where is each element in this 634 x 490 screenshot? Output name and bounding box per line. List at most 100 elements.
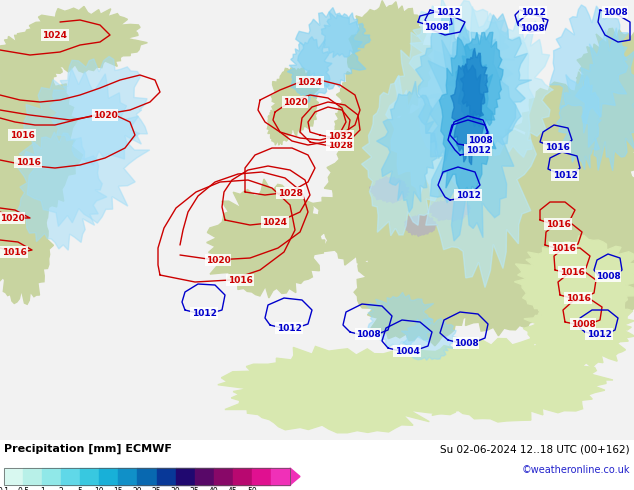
Polygon shape bbox=[550, 5, 628, 133]
Polygon shape bbox=[448, 14, 532, 147]
Text: 1020: 1020 bbox=[283, 98, 307, 106]
Text: 5: 5 bbox=[78, 487, 82, 490]
Text: 1016: 1016 bbox=[1, 247, 27, 256]
Bar bbox=[252, 468, 271, 485]
Polygon shape bbox=[514, 72, 634, 203]
Text: 1008: 1008 bbox=[453, 339, 479, 347]
Polygon shape bbox=[16, 6, 147, 73]
Text: 45: 45 bbox=[228, 487, 238, 490]
Text: 1012: 1012 bbox=[436, 7, 460, 17]
Text: 1008: 1008 bbox=[603, 7, 628, 17]
Text: 1028: 1028 bbox=[278, 189, 302, 197]
Text: 1024: 1024 bbox=[42, 30, 67, 40]
Text: 1008: 1008 bbox=[356, 329, 380, 339]
Text: 35: 35 bbox=[190, 487, 200, 490]
Polygon shape bbox=[49, 56, 148, 165]
Text: 1016: 1016 bbox=[560, 268, 585, 276]
Text: 1008: 1008 bbox=[571, 319, 595, 328]
Polygon shape bbox=[377, 81, 437, 212]
Bar bbox=[61, 468, 81, 485]
Polygon shape bbox=[523, 291, 634, 368]
Text: 40: 40 bbox=[209, 487, 219, 490]
Polygon shape bbox=[0, 173, 53, 304]
Polygon shape bbox=[557, 74, 601, 170]
Polygon shape bbox=[295, 7, 366, 89]
Polygon shape bbox=[0, 30, 68, 90]
Text: 1020: 1020 bbox=[0, 214, 24, 222]
Polygon shape bbox=[424, 226, 573, 336]
Polygon shape bbox=[347, 0, 432, 121]
Bar bbox=[4, 468, 23, 485]
Text: 1016: 1016 bbox=[16, 157, 41, 167]
Text: 1008: 1008 bbox=[520, 24, 545, 32]
Text: 0.5: 0.5 bbox=[17, 487, 29, 490]
Polygon shape bbox=[370, 173, 549, 304]
Bar bbox=[214, 468, 233, 485]
Polygon shape bbox=[460, 48, 488, 120]
Polygon shape bbox=[268, 105, 293, 145]
Polygon shape bbox=[367, 293, 434, 348]
Polygon shape bbox=[394, 339, 613, 422]
Text: 30: 30 bbox=[171, 487, 181, 490]
Polygon shape bbox=[361, 75, 444, 236]
Text: 2: 2 bbox=[59, 487, 63, 490]
Text: 20: 20 bbox=[133, 487, 142, 490]
Text: 1012: 1012 bbox=[553, 171, 578, 179]
Polygon shape bbox=[456, 32, 503, 127]
Bar bbox=[176, 468, 195, 485]
Text: 1032: 1032 bbox=[328, 131, 353, 141]
Polygon shape bbox=[287, 37, 332, 103]
Polygon shape bbox=[325, 103, 529, 233]
Text: 1020: 1020 bbox=[93, 111, 117, 120]
Bar bbox=[81, 468, 100, 485]
Polygon shape bbox=[544, 194, 634, 328]
Text: Precipitation [mm] ECMWF: Precipitation [mm] ECMWF bbox=[4, 444, 172, 454]
Bar bbox=[42, 468, 61, 485]
Text: Su 02-06-2024 12..18 UTC (00+162): Su 02-06-2024 12..18 UTC (00+162) bbox=[441, 444, 630, 454]
Polygon shape bbox=[19, 68, 150, 226]
Bar bbox=[119, 468, 138, 485]
Bar bbox=[271, 468, 290, 485]
Text: 1012: 1012 bbox=[465, 146, 491, 154]
Polygon shape bbox=[419, 6, 536, 288]
Polygon shape bbox=[451, 64, 484, 165]
Text: 1008: 1008 bbox=[595, 271, 621, 280]
Polygon shape bbox=[401, 318, 457, 360]
Text: 1016: 1016 bbox=[10, 130, 34, 140]
Text: 15: 15 bbox=[113, 487, 123, 490]
Text: 1: 1 bbox=[40, 487, 44, 490]
Polygon shape bbox=[311, 166, 449, 274]
Bar bbox=[23, 468, 42, 485]
Bar bbox=[100, 468, 119, 485]
Polygon shape bbox=[514, 235, 634, 325]
Text: 1012: 1012 bbox=[521, 7, 545, 17]
Polygon shape bbox=[428, 24, 515, 241]
Polygon shape bbox=[218, 346, 489, 433]
Text: 1024: 1024 bbox=[297, 77, 323, 87]
Bar bbox=[4, 468, 290, 485]
Text: 1024: 1024 bbox=[262, 218, 287, 226]
Polygon shape bbox=[410, 0, 515, 120]
Text: 1016: 1016 bbox=[546, 220, 571, 228]
Text: 1012: 1012 bbox=[191, 309, 216, 318]
Text: 1004: 1004 bbox=[394, 346, 420, 356]
Text: 1016: 1016 bbox=[566, 294, 590, 302]
Text: 1028: 1028 bbox=[328, 141, 353, 149]
Text: 25: 25 bbox=[152, 487, 161, 490]
Text: 1008: 1008 bbox=[468, 136, 493, 145]
Polygon shape bbox=[271, 68, 320, 136]
Polygon shape bbox=[333, 97, 378, 163]
Polygon shape bbox=[370, 177, 409, 203]
Text: 1020: 1020 bbox=[205, 255, 230, 265]
Bar bbox=[195, 468, 214, 485]
Text: 0.1: 0.1 bbox=[0, 487, 10, 490]
Polygon shape bbox=[427, 199, 470, 221]
Polygon shape bbox=[290, 468, 300, 485]
Text: 1016: 1016 bbox=[545, 143, 569, 151]
Polygon shape bbox=[464, 111, 634, 288]
Polygon shape bbox=[207, 179, 328, 298]
Bar bbox=[138, 468, 157, 485]
Polygon shape bbox=[404, 215, 437, 236]
Polygon shape bbox=[16, 132, 107, 250]
Text: 1012: 1012 bbox=[456, 191, 481, 199]
